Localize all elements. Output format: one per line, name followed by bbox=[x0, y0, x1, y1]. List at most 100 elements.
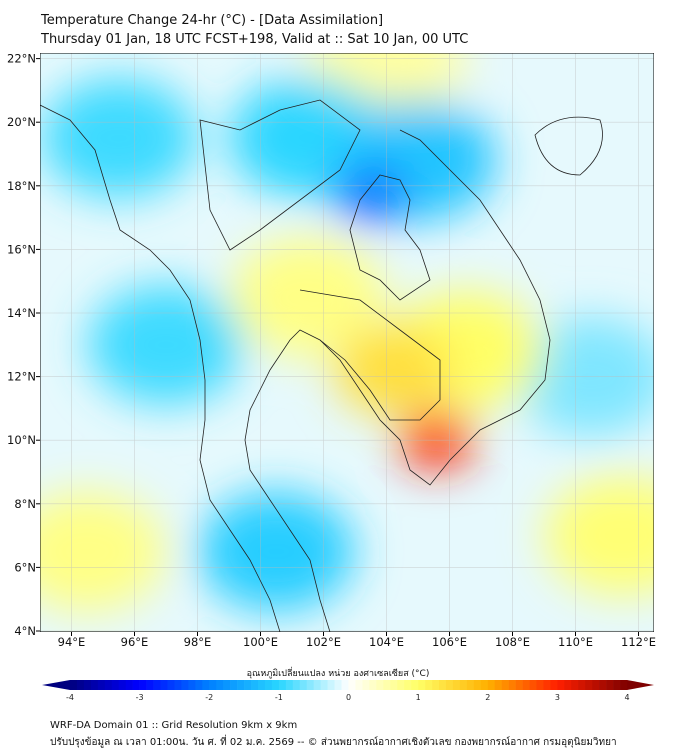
colorbar-segment bbox=[536, 680, 544, 690]
subtitle-line: Thursday 01 Jan, 18 UTC FCST+198, Valid … bbox=[41, 32, 469, 47]
colorbar-segment bbox=[473, 680, 482, 690]
colorbar-segment bbox=[341, 680, 349, 690]
colorbar-segment bbox=[397, 680, 405, 690]
colorbar-segment bbox=[494, 680, 502, 690]
colorbar-segment bbox=[285, 680, 294, 690]
colorbar-segment bbox=[251, 680, 259, 690]
colorbar-segment bbox=[606, 680, 614, 690]
colorbar-segment bbox=[83, 680, 92, 690]
colorbar-segment bbox=[578, 680, 586, 690]
colorbar-segment bbox=[292, 680, 301, 690]
lon-tick-label: 100°E bbox=[243, 635, 278, 649]
colorbar-tick-label: 2 bbox=[485, 693, 490, 702]
anomaly-blob bbox=[334, 167, 408, 224]
colorbar-segment bbox=[264, 680, 273, 690]
colorbar-segment bbox=[543, 680, 551, 690]
colorbar-segment bbox=[223, 680, 231, 690]
colorbar-segment bbox=[146, 680, 154, 690]
colorbar-segment bbox=[327, 680, 335, 690]
title-line: Temperature Change 24-hr (°C) - [Data As… bbox=[41, 13, 384, 28]
colorbar-segment bbox=[188, 680, 196, 690]
lat-tick-label: 12°N bbox=[7, 370, 36, 384]
colorbar-segment bbox=[355, 680, 363, 690]
colorbar-tick-label: -3 bbox=[136, 693, 144, 702]
colorbar-segment bbox=[445, 680, 454, 690]
colorbar-segment bbox=[459, 680, 468, 690]
colorbar-segment bbox=[306, 680, 314, 690]
colorbar-segment bbox=[418, 680, 426, 690]
colorbar-segment bbox=[230, 680, 238, 690]
colorbar-segment bbox=[466, 680, 475, 690]
colorbar-segment bbox=[522, 680, 530, 690]
colorbar-segment bbox=[487, 680, 496, 690]
lon-tick-label: 94°E bbox=[58, 635, 86, 649]
colorbar-segment bbox=[390, 680, 398, 690]
colorbar-segment bbox=[174, 680, 182, 690]
lat-tick-label: 10°N bbox=[7, 433, 36, 447]
colorbar-segment bbox=[313, 680, 321, 690]
colorbar-tick-label: -1 bbox=[275, 693, 283, 702]
colorbar-segment bbox=[90, 680, 99, 690]
colorbar-label: อุณหภูมิเปลี่ยนแปลง หน่วย องศาเซลเซียส (… bbox=[246, 669, 430, 679]
colorbar-segment bbox=[299, 680, 308, 690]
colorbar-tick-label: 0 bbox=[346, 693, 351, 702]
anomaly-blob bbox=[334, 325, 452, 416]
lat-tick-label: 6°N bbox=[14, 560, 36, 574]
colorbar-segment bbox=[257, 680, 266, 690]
lat-tick-label: 22°N bbox=[7, 52, 36, 66]
colorbar-segment bbox=[334, 680, 342, 690]
colorbar-segment bbox=[348, 680, 356, 690]
lat-tick-label: 16°N bbox=[7, 242, 36, 256]
lon-tick-label: 108°E bbox=[495, 635, 530, 649]
colorbar-segment bbox=[376, 680, 384, 690]
colorbar-segment bbox=[480, 680, 489, 690]
colorbar-segment bbox=[139, 680, 147, 690]
colorbar-segment bbox=[97, 680, 106, 690]
lon-tick-label: 112°E bbox=[621, 635, 656, 649]
colorbar-segment bbox=[585, 680, 593, 690]
lon-tick-label: 106°E bbox=[432, 635, 467, 649]
lat-tick-label: 18°N bbox=[7, 179, 36, 193]
colorbar-segment bbox=[76, 680, 85, 690]
lon-tick-label: 110°E bbox=[558, 635, 593, 649]
colorbar-segment bbox=[167, 680, 175, 690]
colorbar-segment bbox=[425, 680, 433, 690]
colorbar-max-arrow bbox=[627, 680, 654, 690]
lon-tick-label: 98°E bbox=[184, 635, 212, 649]
colorbar-segment bbox=[557, 680, 565, 690]
colorbar-min-arrow bbox=[42, 680, 70, 690]
colorbar-segment bbox=[620, 680, 628, 690]
colorbar-segment bbox=[118, 680, 126, 690]
colorbar-segment bbox=[181, 680, 189, 690]
colorbar-segment bbox=[70, 680, 78, 690]
anomaly-blob bbox=[229, 237, 386, 358]
lat-tick-label: 20°N bbox=[7, 115, 36, 129]
colorbar-segment bbox=[278, 680, 287, 690]
colorbar-segment bbox=[320, 680, 328, 690]
colorbar-segment bbox=[501, 680, 509, 690]
colorbar-segment bbox=[111, 680, 120, 690]
colorbar-tick-label: -2 bbox=[205, 693, 213, 702]
colorbar-segment bbox=[209, 680, 217, 690]
colorbar-segment bbox=[271, 680, 280, 690]
colorbar: -4 -3 -2 -1 0 1 2 3 4 bbox=[42, 680, 654, 702]
colorbar-segment bbox=[132, 680, 140, 690]
lon-tick-label: 96°E bbox=[121, 635, 149, 649]
colorbar-segment bbox=[564, 680, 572, 690]
colorbar-segment bbox=[515, 680, 523, 690]
colorbar-segment bbox=[202, 680, 210, 690]
colorbar-segment bbox=[613, 680, 621, 690]
colorbar-segment bbox=[599, 680, 607, 690]
colorbar-segment bbox=[160, 680, 168, 690]
colorbar-segment bbox=[550, 680, 558, 690]
anomaly-blob bbox=[40, 78, 197, 199]
lat-tick-label: 4°N bbox=[14, 624, 36, 638]
anomaly-blob bbox=[544, 475, 654, 596]
lat-tick-label: 14°N bbox=[7, 306, 36, 320]
colorbar-segment bbox=[529, 680, 537, 690]
footer-update-info: ปรับปรุงข้อมูล ณ เวลา 01:00น. วัน ศ. ที่… bbox=[50, 737, 617, 748]
colorbar-segment bbox=[237, 680, 245, 690]
colorbar-segment bbox=[383, 680, 391, 690]
colorbar-tick-label: 4 bbox=[624, 693, 629, 702]
